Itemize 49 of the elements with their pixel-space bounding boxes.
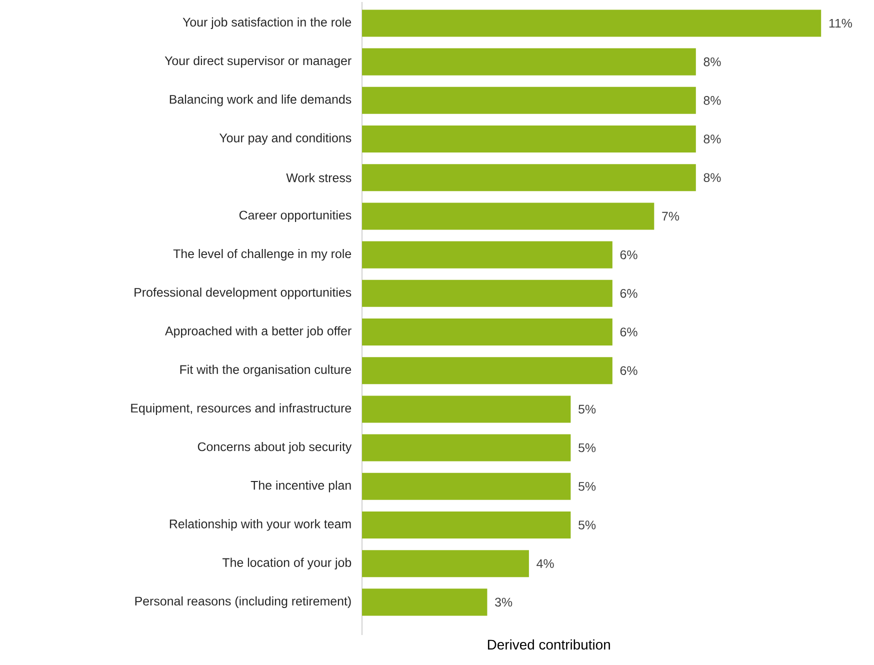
data-label: 6%	[620, 366, 638, 376]
data-label: 6%	[620, 328, 638, 336]
data-label: 5%	[578, 482, 596, 491]
data-label: 4%	[536, 559, 554, 568]
data-label: 8%	[704, 134, 721, 144]
data-label: 5%	[578, 404, 596, 414]
y-tick-label: Career opportunities	[239, 210, 352, 222]
data-label: 6%	[620, 250, 638, 260]
data-label: 8%	[704, 96, 721, 105]
bar	[362, 357, 612, 384]
bar	[362, 396, 571, 423]
y-tick-label: The level of challenge in my role	[173, 248, 352, 261]
data-label: 7%	[662, 212, 680, 221]
y-tick-label: Your pay and conditions	[219, 133, 352, 145]
y-tick-label: Approached with a better job offer	[164, 326, 352, 338]
data-label: 6%	[620, 289, 638, 298]
bar	[362, 241, 612, 268]
y-tick-label: Professional development opportunities	[134, 288, 352, 300]
y-tick-label: Personal reasons (including retirement)	[135, 596, 351, 608]
y-tick-label: Relationship with your work team	[170, 519, 351, 531]
y-tick-label: Concerns about job security	[198, 442, 352, 454]
y-tick-label: The incentive plan	[250, 480, 351, 492]
y-tick-label: Balancing work and life demands	[170, 94, 352, 106]
data-label: 3%	[495, 598, 512, 607]
bar	[362, 164, 696, 192]
y-tick-label: Your direct supervisor or manager	[164, 56, 352, 68]
bar	[362, 202, 654, 230]
data-label: 8%	[704, 173, 721, 182]
y-tick-label: Equipment, resources and infrastructure	[131, 403, 352, 415]
bar	[362, 48, 696, 76]
data-label: 11%	[829, 18, 852, 28]
data-label: 8%	[704, 57, 721, 66]
bar	[362, 126, 696, 153]
y-tick-label: The location of your job	[222, 558, 352, 570]
bar	[362, 472, 571, 500]
y-tick-label: Your job satisfaction in the role	[182, 17, 352, 30]
y-tick-label: Work stress	[286, 173, 352, 182]
data-label: 5%	[578, 520, 596, 530]
bar	[362, 511, 571, 539]
bar	[362, 10, 822, 37]
bar	[362, 86, 696, 114]
bar	[362, 588, 488, 616]
y-tick-label: Fit with the organisation culture	[180, 364, 352, 376]
data-label: 5%	[578, 443, 596, 452]
bar	[362, 550, 529, 578]
bar	[362, 318, 612, 346]
bar	[362, 280, 612, 307]
x-axis-title: Derived contribution	[488, 639, 610, 650]
bar	[362, 434, 571, 462]
